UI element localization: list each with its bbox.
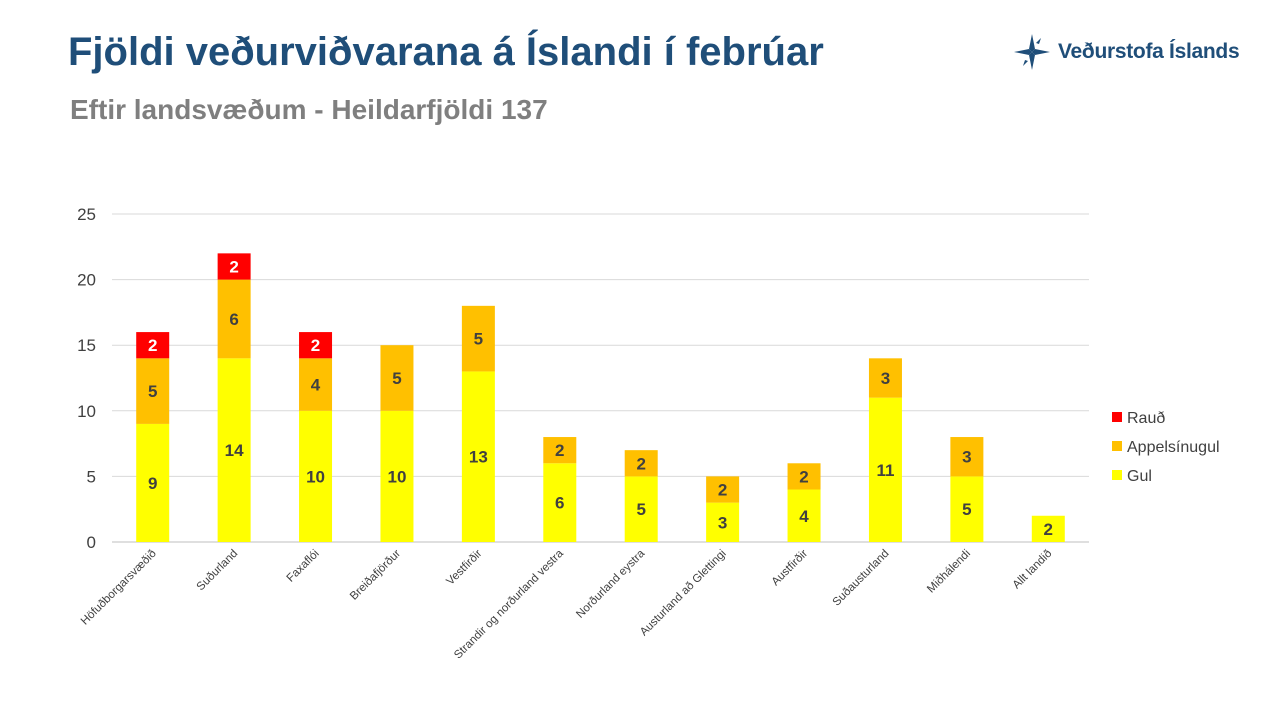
data-label: 13 — [469, 448, 488, 467]
bar-segment-gul — [950, 476, 984, 542]
bar-segment-appelsínugul — [624, 450, 658, 477]
data-label: 2 — [311, 336, 320, 355]
logo-text: Veðurstofa Íslands — [1058, 40, 1240, 63]
data-label: 2 — [229, 257, 238, 276]
x-tick-label: Norðurland eystra — [574, 547, 648, 621]
x-tick-label: Austurland að Glettingi — [638, 548, 729, 639]
bar-segment-rauð — [136, 332, 170, 359]
bar-segment-gul — [543, 463, 577, 542]
bar-segment-appelsínugul — [461, 305, 495, 372]
x-tick-label: Suðausturland — [831, 548, 892, 609]
data-label: 11 — [876, 461, 894, 480]
y-tick-label: 15 — [77, 336, 96, 355]
data-label: 10 — [387, 467, 406, 486]
x-tick-label: Breiðafjörður — [348, 548, 403, 603]
data-label: 10 — [306, 467, 325, 486]
x-tick-label: Suðurland — [195, 548, 241, 594]
y-tick-label: 20 — [77, 271, 96, 290]
data-label: 3 — [881, 369, 890, 388]
bar-segment-appelsínugul — [299, 358, 333, 411]
x-tick-label: Austfirðir — [770, 548, 811, 589]
data-label: 14 — [225, 441, 244, 460]
x-tick-label: Faxaflói — [285, 548, 322, 585]
data-label: 2 — [555, 441, 564, 460]
bar-segment-rauð — [217, 253, 251, 280]
bar-segment-gul — [868, 397, 902, 542]
bar-segment-appelsínugul — [706, 476, 740, 503]
x-tick-label: Höfuðborgarsvæðið — [79, 548, 159, 628]
bar-segment-appelsínugul — [380, 345, 414, 411]
data-label: 5 — [148, 382, 157, 401]
bar-segment-gul — [461, 371, 495, 542]
bar-segment-appelsínugul — [950, 437, 984, 477]
data-label: 6 — [229, 310, 238, 329]
x-tick-label: Allt landið — [1011, 548, 1055, 592]
legend-label: Rauð — [1127, 410, 1165, 427]
data-label: 2 — [718, 481, 727, 500]
data-label: 2 — [799, 467, 808, 486]
bar-segment-gul — [299, 410, 333, 542]
bar-segment-gul — [787, 489, 821, 542]
data-label: 9 — [148, 474, 157, 493]
bar-segment-rauð — [299, 332, 333, 359]
bar-segment-gul — [624, 476, 658, 542]
data-label: 2 — [636, 454, 645, 473]
bar-segment-appelsínugul — [868, 358, 902, 398]
bar-segment-gul — [380, 410, 414, 542]
data-label: 4 — [799, 507, 809, 526]
y-tick-label: 25 — [77, 205, 96, 224]
data-label: 5 — [392, 369, 401, 388]
data-label: 2 — [1044, 520, 1053, 539]
bar-segment-gul — [706, 502, 740, 542]
x-tick-label: Miðhálendi — [925, 548, 973, 596]
data-label: 5 — [636, 500, 645, 519]
chart-title: Fjöldi veðurviðvarana á Íslandi í febrúa… — [68, 30, 824, 74]
bar-segment-gul — [217, 358, 251, 542]
data-label: 3 — [962, 448, 971, 467]
bar-segment-appelsínugul — [136, 358, 170, 424]
legend-swatch — [1112, 412, 1122, 422]
y-tick-label: 5 — [87, 467, 96, 486]
data-label: 2 — [148, 336, 157, 355]
vedurstofa-logo-icon — [1014, 34, 1050, 70]
x-tick-label: Vestfirðir — [444, 548, 484, 588]
legend-label: Appelsínugul — [1127, 439, 1220, 456]
data-label: 6 — [555, 494, 564, 513]
bar-segment-gul — [136, 423, 170, 542]
data-label: 5 — [962, 500, 971, 519]
legend-swatch — [1112, 441, 1122, 451]
vedurstofa-logo: Veðurstofa Íslands — [1012, 32, 1240, 72]
bar-segment-appelsínugul — [787, 463, 821, 490]
chart-subtitle: Eftir landsvæðum - Heildarfjöldi 137 — [70, 94, 548, 125]
legend-swatch — [1112, 470, 1122, 480]
data-label: 5 — [474, 330, 483, 349]
bar-segment-gul — [1031, 515, 1065, 542]
bar-segment-appelsínugul — [543, 437, 577, 464]
y-tick-label: 0 — [87, 533, 96, 552]
data-label: 3 — [718, 513, 727, 532]
bar-segment-appelsínugul — [217, 279, 251, 359]
data-label: 4 — [311, 376, 321, 395]
y-tick-label: 10 — [77, 402, 96, 421]
legend-label: Gul — [1127, 468, 1152, 485]
